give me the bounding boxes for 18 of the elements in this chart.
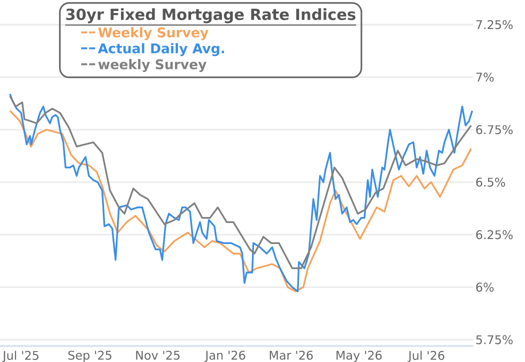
x-tick-label: Sep '25 — [68, 350, 112, 362]
x-tick-label: Jul '25 — [2, 350, 38, 362]
x-tick-label: Mar '26 — [270, 350, 313, 360]
x-tick-label: Jul '26 — [408, 350, 444, 362]
y-tick-label: 6.75% — [476, 125, 513, 134]
legend-label: Actual Daily Avg. — [98, 43, 224, 56]
y-tick-label: 5.75% — [476, 335, 513, 344]
y-tick-label: 6% — [476, 282, 494, 292]
legend-label: Weekly Survey — [98, 27, 208, 40]
y-tick-label: 6.5% — [476, 178, 506, 187]
y-tick-label: 7.25% — [476, 20, 513, 30]
legend-title: 30yr Fixed Mortgage Rate Indices — [66, 8, 356, 24]
x-tick-label: Jan '26 — [204, 350, 246, 362]
x-tick-label: May '26 — [336, 350, 382, 362]
y-tick-label: 6.25% — [476, 230, 513, 240]
legend-label: weekly Survey — [98, 59, 206, 72]
y-tick-label: 7% — [476, 72, 494, 82]
x-tick-label: Nov '25 — [136, 350, 180, 360]
